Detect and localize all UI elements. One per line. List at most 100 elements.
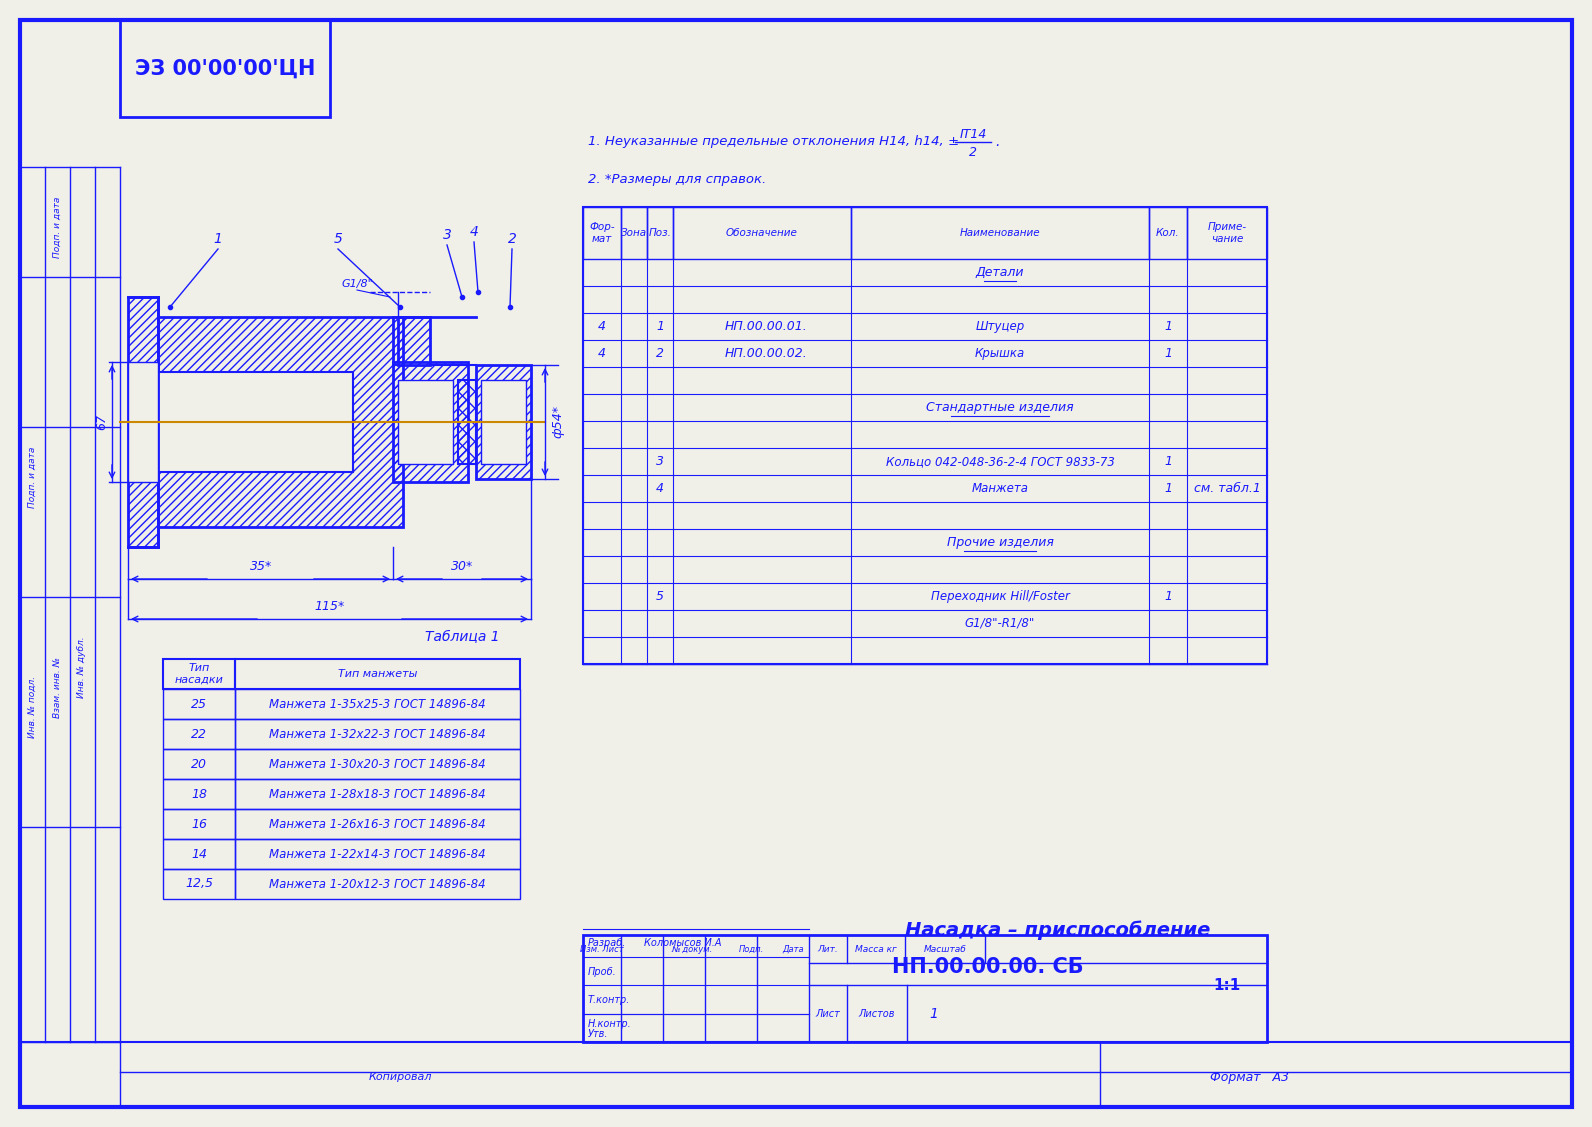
Text: Манжета 1-28х18-3 ГОСТ 14896-84: Манжета 1-28х18-3 ГОСТ 14896-84 — [269, 788, 486, 800]
Bar — [458, 380, 476, 464]
Bar — [1188, 207, 1267, 259]
Text: 18: 18 — [191, 788, 207, 800]
Text: 35*: 35* — [250, 559, 272, 573]
Bar — [236, 779, 521, 809]
Text: Манжета 1-26х16-3 ГОСТ 14896-84: Манжета 1-26х16-3 ГОСТ 14896-84 — [269, 817, 486, 831]
Text: Насадка – приспособление: Насадка – приспособление — [906, 921, 1210, 940]
Bar — [393, 362, 468, 482]
Text: 22: 22 — [191, 728, 207, 740]
Text: 4: 4 — [470, 225, 479, 239]
Text: 12,5: 12,5 — [185, 878, 213, 890]
Text: НП.00.00.00. СБ: НП.00.00.00. СБ — [892, 957, 1084, 977]
Bar — [236, 838, 521, 869]
Text: 2: 2 — [656, 347, 664, 360]
Bar — [119, 20, 330, 117]
Text: 1: 1 — [1164, 320, 1172, 332]
Text: 1: 1 — [213, 232, 223, 246]
Text: Подп. и дата: Подп. и дата — [53, 196, 62, 258]
Text: 3: 3 — [443, 228, 452, 242]
Text: см. табл.1: см. табл.1 — [1194, 482, 1261, 495]
Text: НП.00.00.02.: НП.00.00.02. — [724, 347, 807, 360]
Bar — [162, 779, 236, 809]
Text: Формат   А3: Формат А3 — [1210, 1071, 1290, 1083]
Bar — [236, 749, 521, 779]
Bar — [236, 809, 521, 838]
Bar — [162, 809, 236, 838]
Text: Лит.: Лит. — [818, 944, 839, 953]
Bar — [476, 365, 532, 479]
Text: ф54*: ф54* — [551, 406, 565, 438]
Text: Кол.: Кол. — [1156, 228, 1180, 238]
Bar — [621, 207, 646, 259]
Bar — [127, 298, 158, 547]
Bar — [162, 719, 236, 749]
Text: Манжета 1-35х25-3 ГОСТ 14896-84: Манжета 1-35х25-3 ГОСТ 14896-84 — [269, 698, 486, 710]
Text: Проб.: Проб. — [587, 967, 616, 977]
Text: Копировал: Копировал — [368, 1072, 431, 1082]
Bar — [481, 380, 525, 464]
Text: G1/8"-R1/8": G1/8"-R1/8" — [965, 616, 1035, 630]
Text: IT14: IT14 — [960, 127, 987, 141]
Bar — [583, 935, 1267, 1042]
Bar — [236, 689, 521, 719]
Text: 4: 4 — [656, 482, 664, 495]
Text: Дата: Дата — [782, 944, 804, 953]
Bar — [398, 317, 430, 365]
Text: Крышка: Крышка — [974, 347, 1025, 360]
Text: Кольцо 042-048-36-2-4 ГОСТ 9833-73: Кольцо 042-048-36-2-4 ГОСТ 9833-73 — [885, 455, 1114, 468]
Text: Обозначение: Обозначение — [726, 228, 798, 238]
Text: 4: 4 — [599, 347, 607, 360]
Bar — [162, 838, 236, 869]
Bar — [162, 749, 236, 779]
Text: Фор-
мат: Фор- мат — [589, 222, 615, 243]
Text: Приме-
чание: Приме- чание — [1207, 222, 1247, 243]
Text: Масштаб: Масштаб — [923, 944, 966, 953]
Text: Масса кг: Масса кг — [855, 944, 896, 953]
Text: Манжета: Манжета — [971, 482, 1028, 495]
Text: 2: 2 — [970, 145, 977, 159]
Text: Прочие изделия: Прочие изделия — [947, 536, 1054, 549]
Text: 5: 5 — [334, 232, 342, 246]
Bar — [158, 317, 403, 527]
Text: Тип
насадки: Тип насадки — [175, 663, 223, 685]
Bar — [673, 207, 852, 259]
Text: Манжета 1-30х20-3 ГОСТ 14896-84: Манжета 1-30х20-3 ГОСТ 14896-84 — [269, 757, 486, 771]
Bar — [393, 362, 468, 482]
Text: Тип манжеты: Тип манжеты — [338, 669, 417, 678]
Text: 1: 1 — [930, 1008, 938, 1021]
Bar — [162, 689, 236, 719]
Bar — [236, 869, 521, 899]
Text: 2: 2 — [508, 232, 516, 246]
Text: НП.00.00.01.: НП.00.00.01. — [724, 320, 807, 332]
Bar — [236, 659, 521, 689]
Text: 16: 16 — [191, 817, 207, 831]
Text: 2. *Размеры для справок.: 2. *Размеры для справок. — [587, 174, 766, 186]
Bar — [458, 380, 476, 464]
Text: Манжета 1-20х12-3 ГОСТ 14896-84: Манжета 1-20х12-3 ГОСТ 14896-84 — [269, 878, 486, 890]
Bar — [236, 719, 521, 749]
Bar — [162, 869, 236, 899]
Text: 67: 67 — [96, 414, 108, 431]
Text: Таблица 1: Таблица 1 — [425, 630, 500, 644]
Text: 20: 20 — [191, 757, 207, 771]
Bar — [476, 365, 532, 479]
Bar — [583, 207, 621, 259]
Text: Инв. № подл.: Инв. № подл. — [27, 676, 37, 738]
Text: Переходник Hill/Foster: Переходник Hill/Foster — [931, 591, 1070, 603]
Text: 1: 1 — [1164, 347, 1172, 360]
Text: Манжета 1-22х14-3 ГОСТ 14896-84: Манжета 1-22х14-3 ГОСТ 14896-84 — [269, 848, 486, 861]
Text: Листов: Листов — [858, 1009, 895, 1019]
Bar — [158, 372, 353, 472]
Text: Изм. Лист: Изм. Лист — [579, 944, 624, 953]
Text: 5: 5 — [656, 591, 664, 603]
Text: Штуцер: Штуцер — [976, 320, 1025, 332]
Text: 3: 3 — [656, 455, 664, 468]
Text: 1: 1 — [1164, 482, 1172, 495]
Text: Стандартные изделия: Стандартные изделия — [927, 401, 1075, 414]
Bar — [583, 207, 1267, 664]
Bar — [127, 298, 158, 547]
Text: 1: 1 — [1164, 455, 1172, 468]
Text: .: . — [995, 135, 1000, 149]
Text: ЭЗ 00'00'00'ЦН: ЭЗ 00'00'00'ЦН — [135, 59, 315, 79]
Text: Н.контр.: Н.контр. — [587, 1019, 632, 1029]
